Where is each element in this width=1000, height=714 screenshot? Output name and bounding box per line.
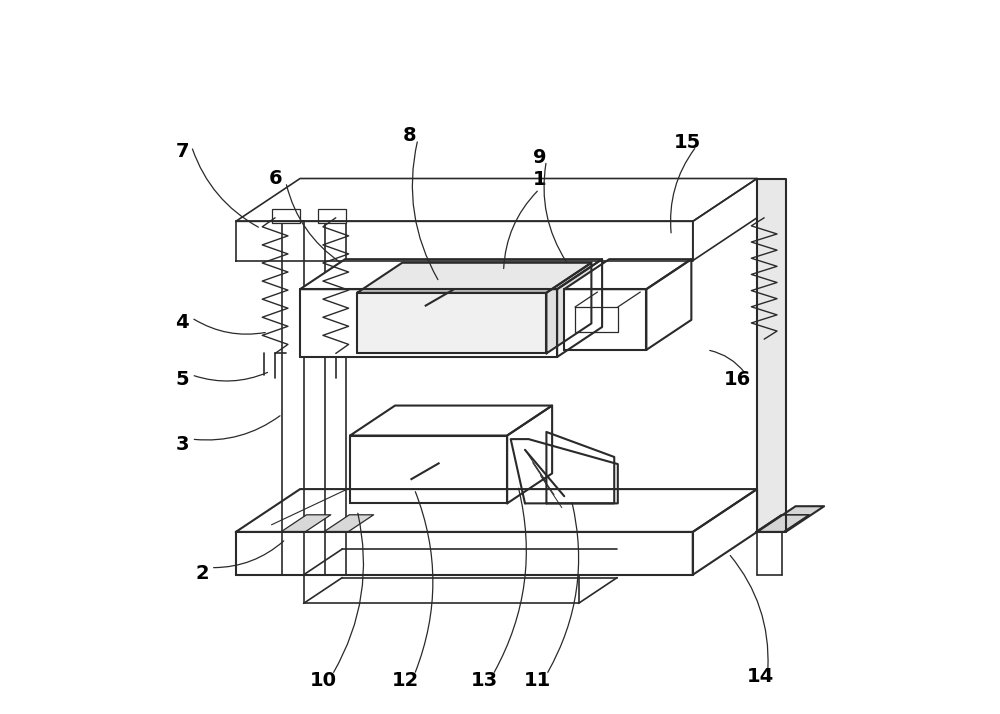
Text: 16: 16 <box>724 371 751 389</box>
Text: 9: 9 <box>533 148 546 166</box>
Polygon shape <box>511 439 618 503</box>
Polygon shape <box>357 263 591 293</box>
Text: 2: 2 <box>195 564 209 583</box>
Bar <box>575 307 618 332</box>
Text: 4: 4 <box>175 313 189 332</box>
Text: 5: 5 <box>175 371 189 389</box>
Text: 10: 10 <box>309 671 336 690</box>
Text: 11: 11 <box>524 671 551 690</box>
Polygon shape <box>646 259 691 350</box>
Polygon shape <box>564 259 691 289</box>
Polygon shape <box>236 489 757 532</box>
Polygon shape <box>693 489 757 575</box>
Polygon shape <box>507 406 552 503</box>
Polygon shape <box>350 406 552 436</box>
Text: 1: 1 <box>532 171 546 189</box>
Polygon shape <box>546 263 591 353</box>
Polygon shape <box>236 178 757 221</box>
Bar <box>318 209 346 223</box>
Polygon shape <box>357 293 546 353</box>
Polygon shape <box>756 515 809 532</box>
Polygon shape <box>300 259 602 289</box>
Polygon shape <box>756 515 809 532</box>
Polygon shape <box>324 515 374 532</box>
Polygon shape <box>300 289 557 357</box>
Polygon shape <box>557 259 602 357</box>
Text: 13: 13 <box>471 671 498 690</box>
Text: 3: 3 <box>176 435 189 453</box>
Polygon shape <box>281 515 331 532</box>
Polygon shape <box>546 432 614 503</box>
Text: 14: 14 <box>747 668 774 686</box>
Text: 12: 12 <box>391 671 419 690</box>
Polygon shape <box>236 532 693 575</box>
Polygon shape <box>350 436 507 503</box>
Polygon shape <box>564 289 646 350</box>
Polygon shape <box>236 221 693 261</box>
Text: 6: 6 <box>268 169 282 188</box>
Bar <box>272 209 300 223</box>
Text: 8: 8 <box>403 126 416 145</box>
Polygon shape <box>693 178 757 261</box>
Text: 7: 7 <box>176 142 189 161</box>
Text: 15: 15 <box>674 134 701 152</box>
Polygon shape <box>757 506 824 532</box>
Polygon shape <box>757 178 786 532</box>
